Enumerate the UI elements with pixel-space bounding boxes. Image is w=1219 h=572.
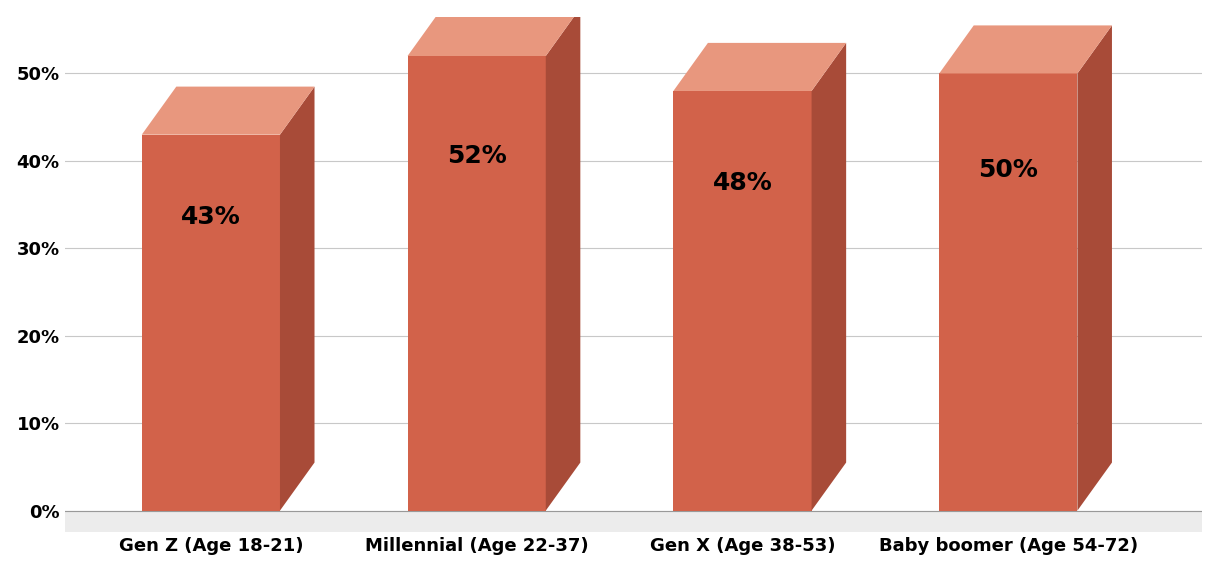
Polygon shape <box>141 86 315 134</box>
Polygon shape <box>939 25 1112 73</box>
Polygon shape <box>407 8 580 56</box>
Text: 50%: 50% <box>979 158 1039 182</box>
Polygon shape <box>280 86 315 511</box>
Polygon shape <box>407 56 546 511</box>
Polygon shape <box>812 43 846 511</box>
Text: 43%: 43% <box>180 205 240 229</box>
Polygon shape <box>141 134 280 511</box>
Polygon shape <box>673 91 812 511</box>
Polygon shape <box>939 73 1078 511</box>
Polygon shape <box>673 43 846 91</box>
Bar <box>65 511 1202 533</box>
Polygon shape <box>546 8 580 511</box>
Polygon shape <box>1078 25 1112 511</box>
Text: 48%: 48% <box>713 171 773 195</box>
Text: 52%: 52% <box>447 144 507 168</box>
